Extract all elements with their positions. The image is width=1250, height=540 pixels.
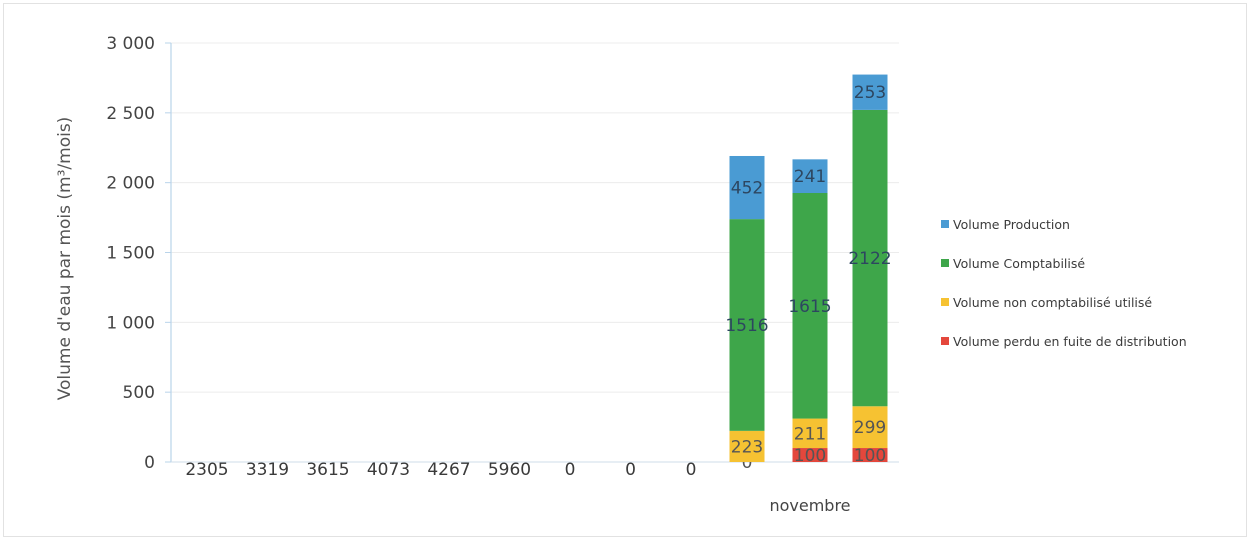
y-tick-label: 0: [144, 453, 155, 473]
bar-data-label: 241: [794, 167, 826, 187]
legend-item-production: Volume Production: [941, 214, 1187, 234]
y-tick-label: 1 000: [106, 313, 155, 333]
bar-segment: [729, 219, 765, 431]
legend-item-non-comptabilise: Volume non comptabilisé utilisé: [941, 292, 1187, 312]
legend-swatch-non-comptabilise: [941, 298, 949, 306]
bar-data-label: 1615: [788, 297, 831, 317]
y-axis-title: Volume d'eau par mois (m³/mois): [55, 117, 75, 401]
bar-data-label: 1516: [725, 316, 768, 336]
bar-data-label: 211: [794, 424, 826, 444]
baseline-data-label: 3319: [246, 460, 289, 480]
legend-label-production: Volume Production: [953, 216, 1070, 232]
chart-frame: 3 000 2 500 2 000 1 500 1 000 500 0 Volume d'ea…: [3, 3, 1247, 537]
legend-label-comptabilise: Volume Comptabilisé: [953, 255, 1086, 271]
x-category-label: novembre: [769, 496, 850, 515]
bar-data-label: 100: [794, 446, 826, 466]
bar-segment: [792, 418, 828, 449]
legend: Volume Production Volume Comptabilisé Vo…: [941, 214, 1187, 370]
legend-label-perdu: Volume perdu en fuite de distribution: [953, 333, 1187, 349]
y-tick-label: 1 500: [106, 244, 155, 264]
bar-segment: [792, 159, 828, 194]
bar-data-label: 2122: [848, 249, 891, 269]
baseline-data-label: 2305: [185, 460, 228, 480]
y-tick-label: 3 000: [106, 34, 155, 54]
baseline-data-label: 0: [686, 460, 697, 480]
legend-swatch-perdu: [941, 337, 949, 345]
baseline-data-label: 0: [565, 460, 576, 480]
bar-segment: [792, 193, 828, 419]
bar-segment: [852, 109, 888, 407]
legend-item-perdu: Volume perdu en fuite de distribution: [941, 331, 1187, 351]
bar-data-label: 0: [742, 453, 753, 473]
bar-segment: [852, 74, 888, 110]
y-tick-label: 2 000: [106, 174, 155, 194]
baseline-data-label: 4267: [427, 460, 470, 480]
baseline-data-label: 5960: [488, 460, 531, 480]
baseline-data-label: 4073: [367, 460, 410, 480]
bar-data-label: 299: [854, 418, 886, 438]
legend-label-non-comptabilise: Volume non comptabilisé utilisé: [953, 294, 1153, 310]
bar-segment: [852, 406, 888, 449]
bar-segment: [792, 448, 828, 462]
bar-data-label: 253: [854, 83, 886, 103]
bar-segment: [729, 155, 765, 220]
baseline-data-label: 3615: [306, 460, 349, 480]
bar-data-label: 223: [731, 437, 763, 457]
bar-data-label: 100: [854, 446, 886, 466]
legend-swatch-production: [941, 220, 949, 228]
stacked-bar-chart: 3 000 2 500 2 000 1 500 1 000 500 0 Volume d'ea…: [55, 34, 899, 515]
y-tick-label: 2 500: [106, 104, 155, 124]
baseline-data-label: 0: [625, 460, 636, 480]
bar-segment: [729, 430, 765, 462]
y-tick-label: 500: [123, 383, 155, 403]
legend-swatch-comptabilise: [941, 259, 949, 267]
bar-segment: [852, 448, 888, 462]
legend-item-comptabilise: Volume Comptabilisé: [941, 253, 1187, 273]
bar-data-label: 452: [731, 179, 763, 199]
